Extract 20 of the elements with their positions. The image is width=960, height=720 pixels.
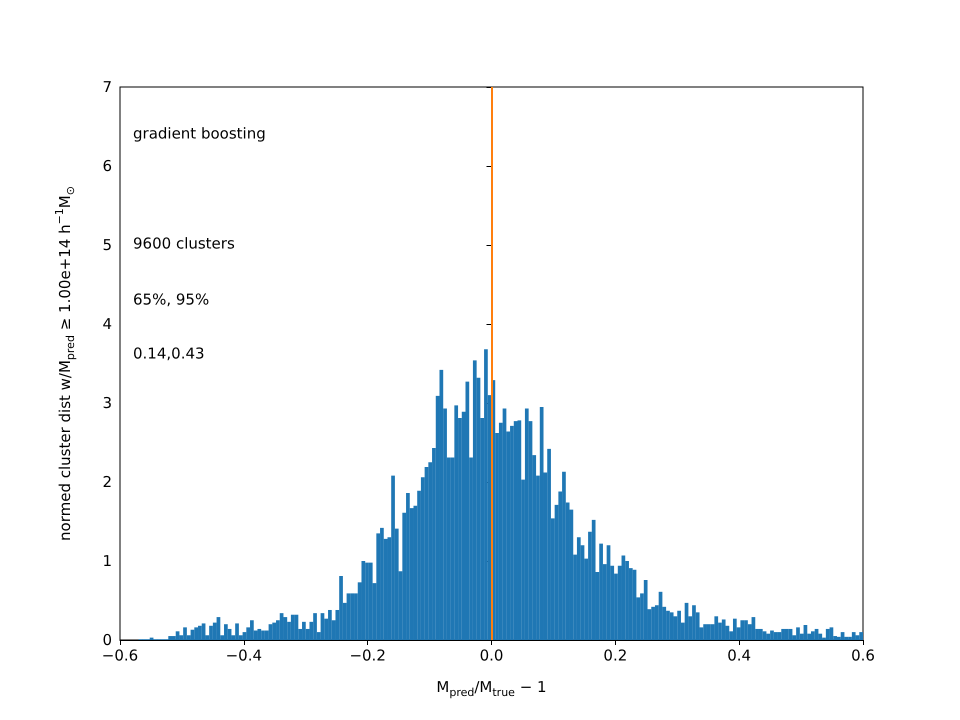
y-tick-label: 1 (102, 552, 112, 570)
y-tick-label: 2 (102, 473, 112, 491)
annotation: 9600 clusters (133, 234, 235, 252)
y-tick-label: 0 (102, 631, 112, 649)
y-tick-label: 3 (102, 394, 112, 412)
annotation: 0.14,0.43 (133, 344, 205, 362)
annotation: gradient boosting (133, 124, 266, 142)
x-tick-label: −0.2 (349, 646, 386, 664)
x-tick-label: −0.6 (102, 646, 138, 664)
x-tick-label: 0.6 (851, 646, 875, 664)
y-tick-label: 5 (102, 236, 112, 254)
y-tick-label: 4 (102, 315, 112, 333)
y-tick-label: 7 (102, 78, 112, 96)
x-tick-label: 0.4 (727, 646, 752, 664)
y-axis-title: normed cluster dist w/Mpred ≥ 1.00e+14 h−1M⊙ (53, 186, 77, 541)
y-tick-label: 6 (102, 157, 112, 175)
x-tick-label: −0.4 (226, 646, 262, 664)
x-tick-label: 0.2 (603, 646, 628, 664)
annotation: 65%, 95% (133, 290, 210, 308)
x-tick-label: 0.0 (480, 646, 504, 664)
